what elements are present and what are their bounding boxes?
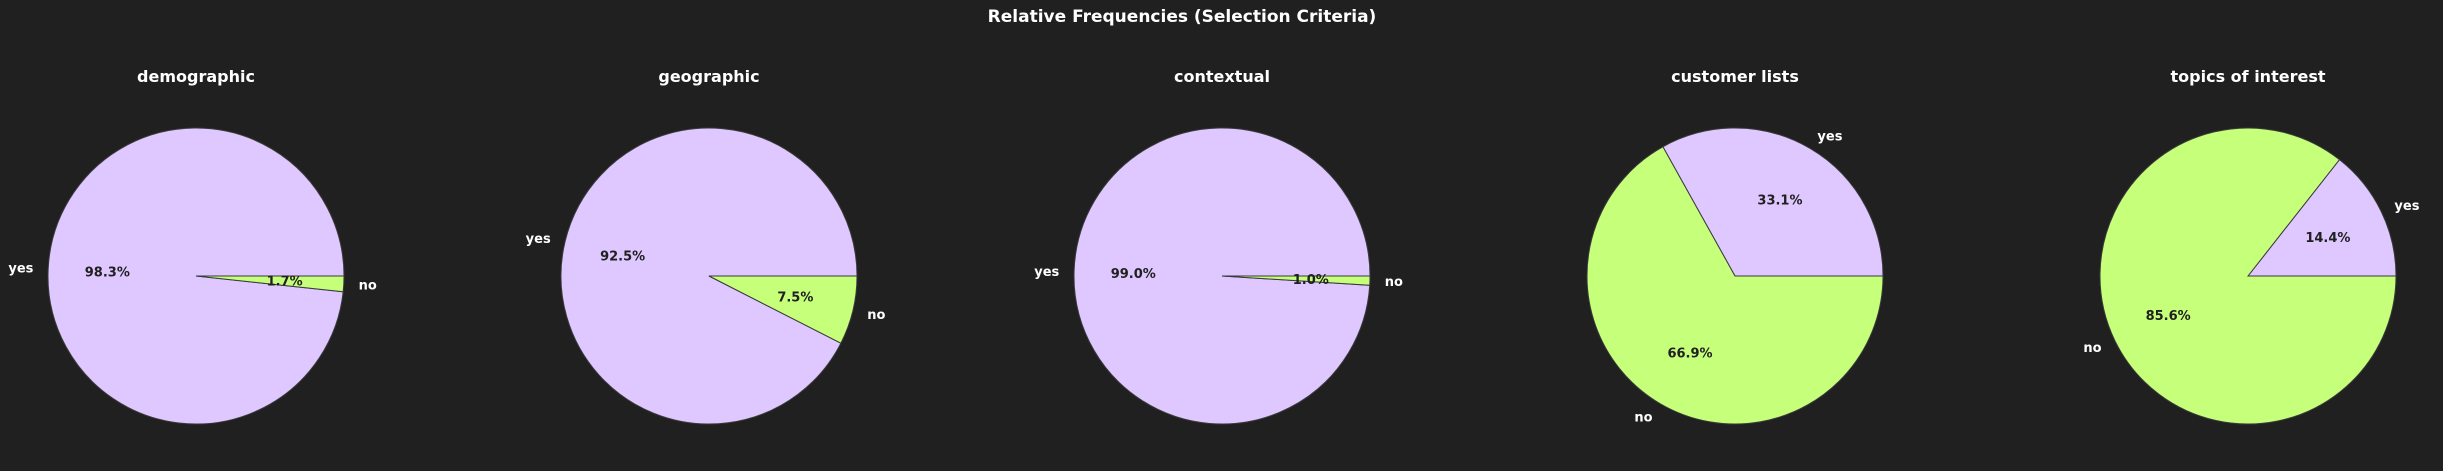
pie-slice-no	[1221, 275, 1371, 286]
pie-topics-of-interest: topics of interest 14.4% yes 85.6% no	[2083, 67, 2420, 425]
pct-label-no: 66.9%	[1667, 347, 1712, 362]
slice-label-no: no	[359, 279, 377, 294]
pie-slice-yes	[2246, 158, 2397, 277]
slice-label-no: no	[1634, 410, 1652, 425]
slice-label-no: no	[867, 308, 885, 323]
slice-label-no: no	[2083, 341, 2101, 356]
slice-label-yes: yes	[1034, 265, 1059, 280]
slice-label-yes: yes	[2394, 199, 2419, 214]
pct-label-yes: 92.5%	[600, 249, 645, 264]
pie-slice-no	[195, 275, 345, 293]
pct-label-yes: 99.0%	[1111, 267, 1156, 282]
pie-title: topics of interest	[2171, 67, 2326, 86]
slice-label-yes: yes	[1817, 130, 1842, 145]
pct-label-yes: 33.1%	[1757, 193, 1802, 208]
pie-slice-no	[708, 275, 858, 344]
pie-demographic: demographic 98.3% yes 1.7% no	[8, 67, 377, 425]
figure-title: Relative Frequencies (Selection Criteria…	[988, 7, 1377, 27]
pie-contextual: contextual 99.0% yes 1.0% no	[1034, 67, 1403, 425]
pie-slice-no	[2099, 127, 2397, 425]
pie-customer-lists: customer lists 33.1% yes 66.9% no	[1586, 67, 1884, 425]
pct-label-yes: 14.4%	[2305, 231, 2350, 246]
pct-label-no: 1.7%	[267, 275, 303, 290]
pie-geographic: geographic 92.5% yes 7.5% no	[526, 67, 886, 425]
pct-label-no: 7.5%	[777, 291, 813, 306]
pie-title: customer lists	[1671, 67, 1799, 86]
pie-title: contextual	[1174, 67, 1270, 86]
pct-label-no: 85.6%	[2146, 309, 2191, 324]
pie-title: geographic	[658, 67, 759, 86]
pct-label-yes: 98.3%	[85, 265, 130, 280]
pie-slice-no	[1586, 146, 1884, 425]
pie-title: demographic	[137, 67, 255, 86]
slice-label-yes: yes	[526, 232, 551, 247]
pie-slice-yes	[1662, 127, 1884, 277]
slice-label-yes: yes	[8, 261, 33, 276]
slice-label-no: no	[1385, 275, 1403, 290]
pct-label-no: 1.0%	[1293, 273, 1329, 288]
